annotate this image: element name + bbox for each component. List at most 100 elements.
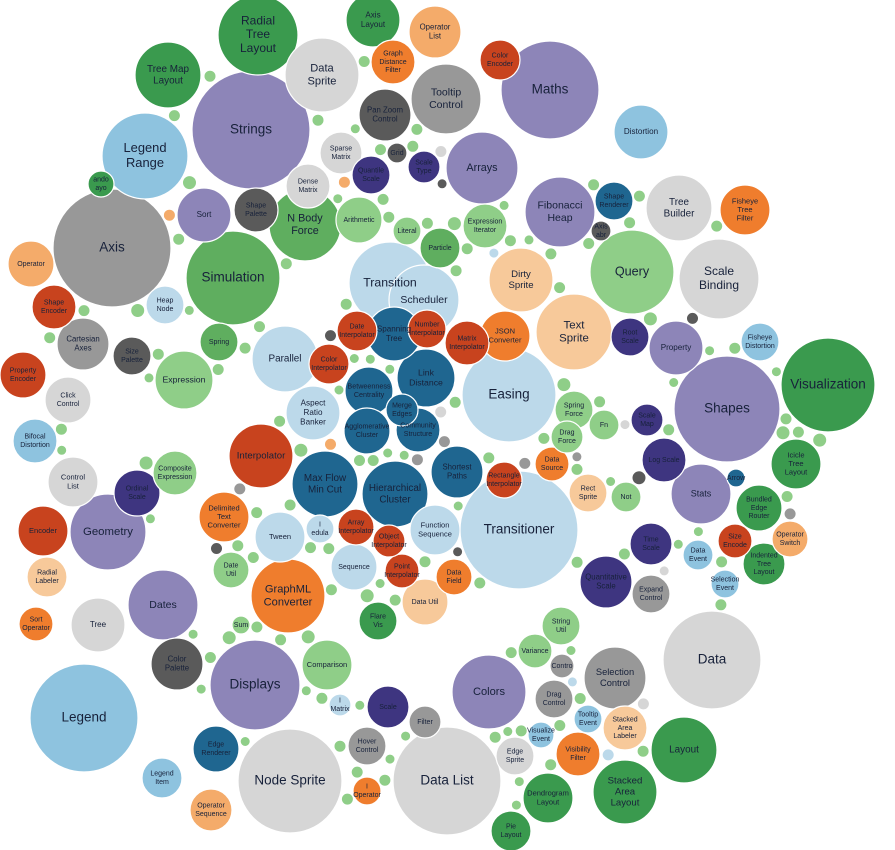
svg-text:Layout: Layout [753,569,774,576]
svg-text:Literal: Literal [397,228,417,235]
svg-text:Field: Field [446,578,461,585]
svg-text:Selection: Selection [596,667,634,677]
svg-text:Control: Control [356,747,379,754]
svg-text:Merge: Merge [392,403,412,410]
svg-text:Property: Property [10,368,37,375]
svg-text:Converter: Converter [208,521,241,530]
svg-text:Quantile: Quantile [358,168,384,175]
svg-text:GraphML: GraphML [265,584,311,596]
svg-text:Layout: Layout [669,745,699,756]
svg-text:Easing: Easing [488,387,529,402]
svg-text:Data: Data [447,570,462,577]
svg-text:Encode: Encode [723,542,747,549]
svg-text:Scale: Scale [621,338,639,345]
svg-text:Visibility: Visibility [565,747,591,754]
svg-text:Edge: Edge [751,505,767,512]
svg-text:Tree Map: Tree Map [147,64,189,75]
svg-text:Composite: Composite [158,466,192,473]
svg-text:Converter: Converter [264,596,313,608]
svg-text:Event: Event [532,736,550,743]
svg-text:Fibonacci: Fibonacci [538,200,583,212]
svg-text:Map: Map [640,421,654,428]
svg-text:Drag: Drag [559,430,574,437]
svg-text:Tree: Tree [90,620,107,629]
svg-text:Matrix: Matrix [330,706,350,713]
svg-text:Shortest: Shortest [442,463,472,472]
svg-text:List: List [67,481,80,490]
svg-text:Particle: Particle [428,245,451,252]
svg-text:Aspect: Aspect [301,399,326,408]
svg-text:Operator: Operator [197,803,225,810]
svg-text:Indented: Indented [750,553,777,560]
svg-text:Banker: Banker [300,418,326,427]
svg-text:Paths: Paths [447,472,467,481]
svg-text:Shape: Shape [44,300,64,307]
svg-text:Simulation: Simulation [201,270,264,285]
svg-text:Data: Data [698,652,727,667]
svg-text:Quantitative: Quantitative [585,573,627,582]
svg-text:Encoder: Encoder [41,308,68,315]
svg-text:Max Flow: Max Flow [304,473,347,484]
svg-text:Pie: Pie [506,824,516,831]
svg-text:Tree: Tree [757,561,771,568]
svg-text:Labeler: Labeler [35,578,59,585]
svg-text:Matrix: Matrix [331,154,351,161]
svg-text:Distortion: Distortion [20,442,50,449]
svg-text:Size: Size [728,534,742,541]
svg-text:Grid: Grid [390,150,403,157]
svg-text:Sequence: Sequence [338,564,370,571]
svg-text:Expression: Expression [163,374,206,384]
svg-text:Encoder: Encoder [10,376,37,383]
svg-text:Sequence: Sequence [195,811,227,818]
svg-text:Query: Query [615,264,650,278]
svg-text:Sparse: Sparse [330,146,352,153]
svg-text:Palette: Palette [165,664,189,673]
svg-text:Legend: Legend [150,771,173,778]
svg-text:Heap: Heap [547,212,572,224]
svg-text:Fn: Fn [600,422,608,429]
svg-text:Radial: Radial [241,13,275,27]
svg-text:Control: Control [372,115,397,124]
svg-text:Force: Force [565,411,583,418]
svg-text:Distance: Distance [409,377,443,387]
svg-text:Layout: Layout [611,798,640,809]
svg-text:Filter: Filter [737,214,754,223]
svg-text:Axis: Axis [365,10,380,19]
svg-text:Layout: Layout [537,797,560,806]
svg-text:Ratio: Ratio [304,408,323,417]
svg-text:Tween: Tween [269,532,291,541]
svg-text:Date: Date [350,324,365,331]
svg-text:Distortion: Distortion [624,127,658,136]
svg-text:Arrow: Arrow [727,475,746,482]
svg-text:Router: Router [748,513,770,520]
svg-text:Layout: Layout [500,832,521,839]
svg-text:Cluster: Cluster [379,494,411,505]
svg-text:Range: Range [126,155,164,170]
svg-text:Dendrogram: Dendrogram [527,789,569,798]
svg-text:Data: Data [545,457,560,464]
svg-text:Transition: Transition [363,275,417,289]
svg-text:Axes: Axes [74,344,91,353]
svg-text:Layout: Layout [153,75,183,86]
svg-text:Item: Item [155,779,169,786]
svg-text:Root: Root [623,330,638,337]
svg-text:Area: Area [618,725,633,732]
svg-text:Interpolator: Interpolator [371,542,407,549]
svg-text:Palette: Palette [121,357,143,364]
svg-text:Geometry: Geometry [83,526,133,538]
svg-text:I: I [366,784,368,791]
svg-text:Function: Function [421,521,450,530]
svg-text:Dense: Dense [298,179,318,186]
svg-text:Control: Control [543,700,566,707]
svg-text:String: String [552,619,570,626]
svg-text:Radial: Radial [37,570,57,577]
svg-text:Cartesian: Cartesian [66,335,99,344]
svg-text:Contro: Contro [551,663,572,670]
svg-text:Comparison: Comparison [307,660,347,669]
svg-text:ayo: ayo [95,185,106,192]
svg-text:Centrality: Centrality [354,390,385,399]
svg-text:Sprite: Sprite [579,494,597,501]
svg-text:Sum: Sum [234,622,249,629]
svg-text:Heap: Heap [157,298,174,305]
svg-text:Scale: Scale [704,264,734,278]
